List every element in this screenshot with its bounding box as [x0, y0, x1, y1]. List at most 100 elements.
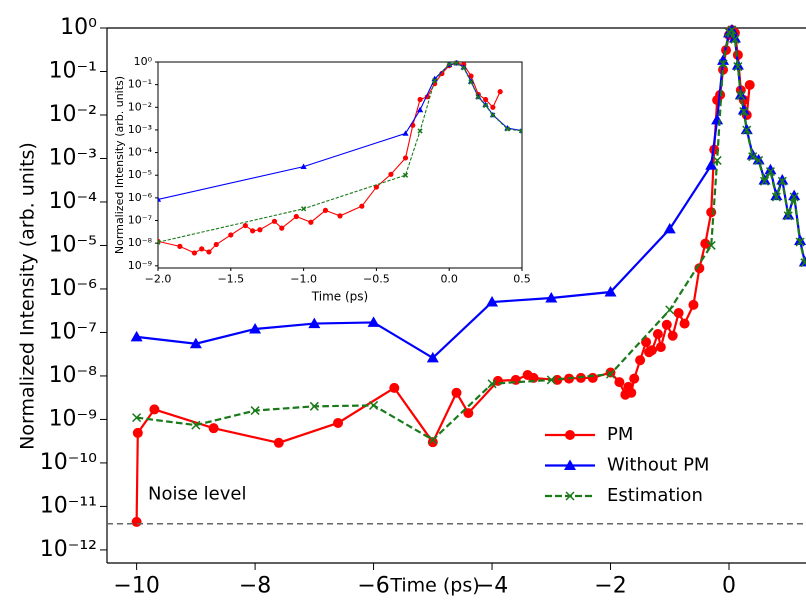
inset-x-axis-label: Time (ps) — [311, 290, 368, 304]
plot-area — [158, 60, 522, 256]
y-tick-label: 10⁻⁹ — [49, 406, 97, 431]
marker — [646, 345, 657, 356]
marker — [250, 228, 256, 234]
y-tick-label: 10⁻³ — [128, 123, 152, 136]
marker — [309, 401, 319, 411]
marker — [158, 239, 161, 245]
marker — [475, 94, 481, 100]
marker — [727, 25, 737, 35]
marker — [359, 203, 365, 209]
marker — [497, 89, 503, 95]
y-tick-label: 10⁻⁷ — [128, 214, 152, 227]
marker — [712, 155, 722, 165]
legend-label: Estimation — [607, 485, 703, 506]
x-tick-label: 0.5 — [513, 272, 531, 285]
marker — [463, 408, 474, 419]
marker — [206, 249, 212, 255]
legend-label: PM — [607, 424, 633, 445]
x-tick-label: 0 — [722, 574, 736, 599]
y-tick-label: 10⁻⁵ — [49, 232, 97, 257]
marker — [788, 189, 801, 201]
y-tick-label: 10⁻³ — [49, 145, 97, 170]
marker — [300, 206, 307, 212]
marker — [426, 351, 439, 363]
y-tick-label: 10⁻⁸ — [49, 363, 98, 388]
marker — [131, 516, 142, 527]
marker — [271, 218, 278, 224]
marker — [783, 211, 793, 221]
marker — [546, 375, 556, 385]
marker — [308, 317, 321, 329]
marker — [718, 59, 728, 69]
marker — [777, 176, 787, 186]
marker — [800, 258, 806, 268]
x-tick-label: −4 — [476, 574, 508, 599]
x-tick-label: 0.0 — [440, 272, 458, 285]
legend-marker — [564, 459, 576, 470]
marker — [461, 65, 467, 71]
marker — [694, 263, 705, 274]
inset-y-axis-label: Normalized Intensity (arb. units) — [113, 76, 126, 254]
marker — [242, 222, 248, 229]
marker — [733, 62, 743, 72]
marker — [614, 377, 625, 388]
marker — [739, 107, 749, 117]
marker — [730, 34, 740, 44]
marker — [635, 355, 646, 366]
marker — [177, 243, 183, 249]
marker — [308, 219, 314, 225]
marker — [706, 240, 716, 250]
plot-area — [130, 24, 806, 527]
marker — [661, 319, 672, 330]
marker — [626, 387, 637, 398]
marker — [228, 232, 234, 238]
marker — [504, 126, 511, 132]
marker — [468, 79, 474, 85]
marker — [605, 369, 616, 379]
marker — [293, 213, 299, 220]
marker — [322, 207, 329, 213]
marker — [742, 125, 752, 135]
marker — [402, 130, 409, 136]
marker — [191, 420, 201, 430]
marker — [279, 225, 285, 231]
x-tick-label: −2 — [594, 574, 626, 599]
marker — [754, 155, 764, 165]
marker — [629, 373, 640, 384]
marker — [604, 286, 617, 297]
marker — [402, 155, 409, 161]
y-tick-label: 10⁻⁴ — [49, 189, 98, 214]
marker — [771, 192, 781, 202]
x-tick-label: −10 — [113, 574, 159, 599]
y-tick-label: 10⁻¹⁰ — [40, 450, 97, 475]
marker — [417, 128, 423, 134]
x-tick-label: −1.5 — [217, 272, 244, 285]
marker — [402, 172, 409, 178]
marker — [789, 192, 799, 202]
marker — [460, 64, 467, 70]
marker — [482, 101, 489, 108]
y-tick-label: 10⁻¹² — [40, 537, 97, 562]
marker — [744, 79, 755, 90]
y-tick-label: 10⁻¹¹ — [40, 493, 97, 518]
marker — [468, 73, 474, 79]
x-tick-label: −0.5 — [363, 272, 390, 285]
marker — [760, 176, 770, 186]
marker — [705, 159, 718, 170]
marker — [655, 342, 666, 353]
y-tick-label: 10⁻⁵ — [128, 168, 152, 181]
marker — [213, 241, 219, 248]
y-tick-label: 10⁻⁸ — [128, 236, 153, 249]
legend-marker — [565, 491, 575, 501]
marker — [782, 209, 795, 220]
marker — [249, 323, 262, 334]
marker — [667, 330, 678, 341]
marker — [453, 60, 460, 66]
x-tick-label: −8 — [239, 574, 271, 599]
marker — [337, 213, 343, 219]
marker — [300, 163, 307, 169]
marker — [257, 227, 263, 233]
y-tick-label: 10⁻⁷ — [49, 319, 97, 344]
y-tick-label: 10⁻¹ — [128, 78, 152, 91]
marker — [748, 152, 758, 162]
